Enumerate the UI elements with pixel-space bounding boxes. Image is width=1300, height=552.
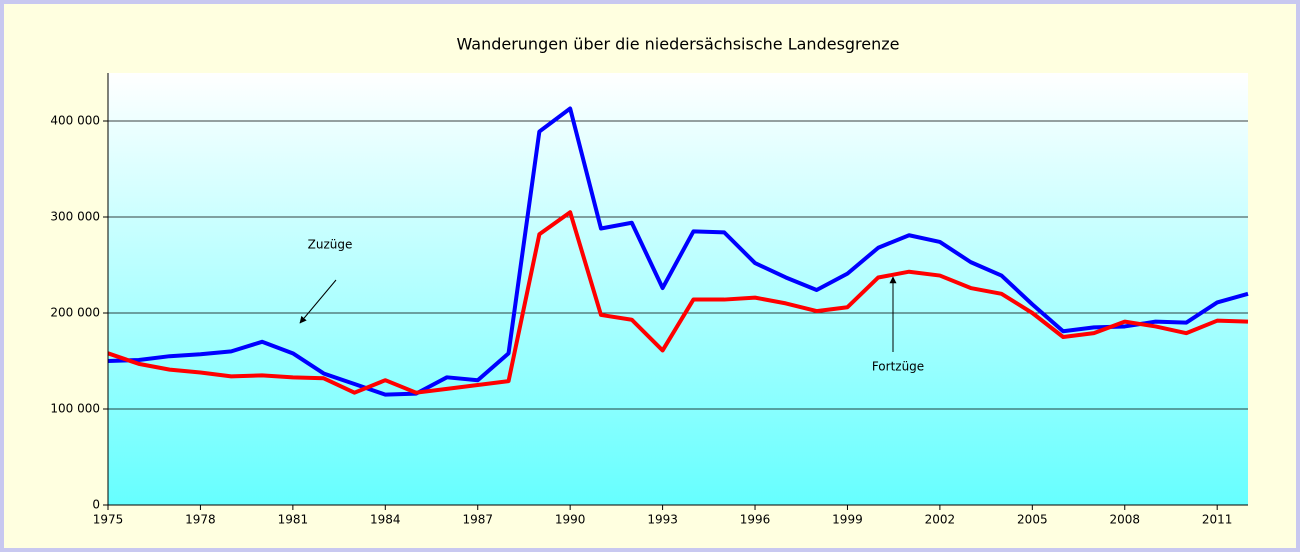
x-tick-label: 1978 [185,513,216,527]
x-tick-label: 1999 [832,513,863,527]
y-tick-label: 300 000 [50,210,100,224]
series-line [107,106,1249,397]
x-tick-label: 1981 [278,513,309,527]
y-tick-label: 200 000 [50,306,100,320]
x-tick-label: 1975 [93,513,124,527]
y-tick-label: 0 [92,498,100,512]
x-tick-label: 1996 [740,513,771,527]
x-tick-label: 2005 [1017,513,1048,527]
y-tick-label: 400 000 [50,114,100,128]
chart-title: Wanderungen über die niedersächsische La… [456,35,899,54]
x-tick-label: 2002 [925,513,956,527]
y-tick-label: 100 000 [50,402,100,416]
x-tick-label: 1987 [462,513,493,527]
x-tick-label: 1984 [370,513,401,527]
x-tick-label: 2011 [1202,513,1233,527]
x-tick-label: 1993 [647,513,678,527]
x-tick-label: 1990 [555,513,586,527]
annotation: Zuzüge [308,238,353,252]
plot-area [108,73,1248,505]
x-tick-label: 2008 [1109,513,1140,527]
annotation: Fortzüge [872,360,924,374]
annotation-arrow [299,279,337,324]
series-line [107,210,1249,395]
